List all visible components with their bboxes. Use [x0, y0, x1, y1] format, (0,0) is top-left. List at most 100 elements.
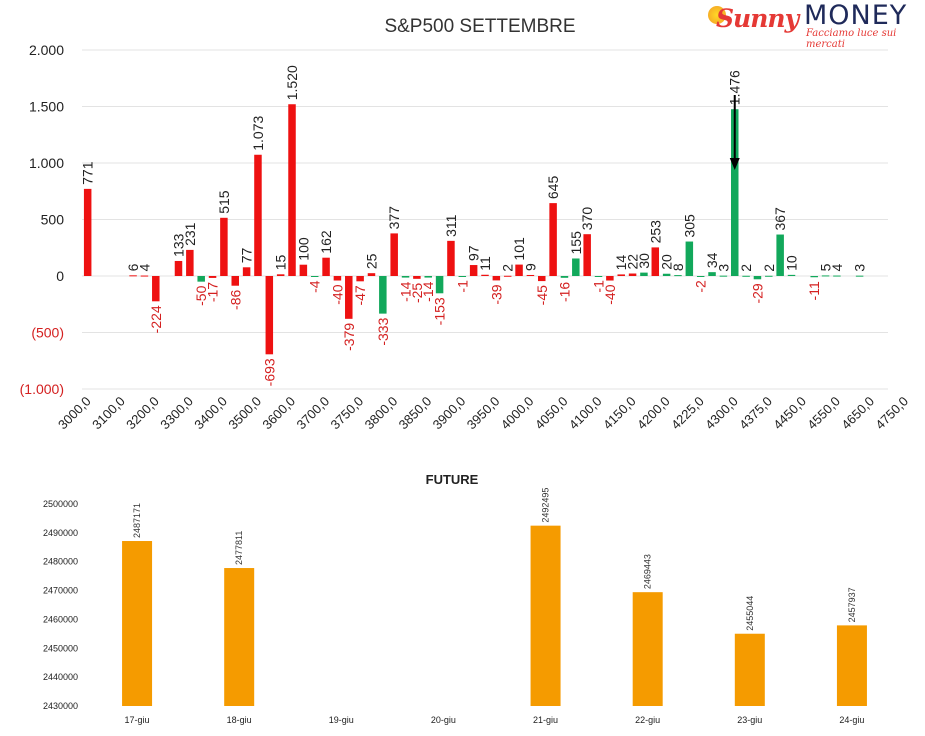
- x-tick-label: 21-giu: [533, 715, 558, 725]
- data-label: 77: [239, 248, 255, 264]
- data-label: -14: [398, 281, 414, 301]
- x-tick-label: 4225,0: [668, 394, 707, 433]
- x-tick-label: 4000,0: [498, 394, 537, 433]
- data-label: 253: [647, 220, 663, 244]
- data-label: 34: [704, 252, 720, 268]
- data-label: -40: [329, 284, 345, 304]
- x-tick-label: 4450,0: [770, 394, 809, 433]
- data-label: -2: [693, 280, 709, 293]
- data-label: 8: [670, 263, 686, 271]
- data-label: 515: [216, 190, 232, 214]
- y-tick-label: 2470000: [43, 586, 78, 596]
- bar: [367, 273, 376, 276]
- data-label: 2: [500, 264, 516, 272]
- x-tick-label: 3950,0: [464, 394, 503, 433]
- y-tick-label: 2.000: [29, 42, 64, 58]
- x-tick-label: 4200,0: [634, 394, 673, 433]
- data-label: 30: [636, 253, 652, 269]
- x-tick-label: 4150,0: [600, 394, 639, 433]
- x-tick-label: 3100,0: [89, 394, 128, 433]
- bar: [810, 276, 818, 278]
- y-tick-label: 2490000: [43, 528, 78, 538]
- data-label: 133: [170, 233, 186, 257]
- data-label: -14: [420, 281, 436, 301]
- data-label: 162: [318, 230, 334, 254]
- x-tick-label: 3750,0: [328, 394, 367, 433]
- data-label: 22: [625, 254, 641, 270]
- bar: [186, 249, 194, 276]
- y-tick-label: 2430000: [43, 701, 78, 711]
- data-label: 2487171: [132, 503, 142, 538]
- x-tick-label: 24-giu: [839, 715, 864, 725]
- data-label: 11: [477, 256, 493, 271]
- bar: [458, 276, 467, 277]
- data-label: 367: [772, 207, 788, 231]
- bar: [628, 273, 637, 276]
- bar: [685, 241, 694, 276]
- bar: [288, 104, 296, 277]
- bar: [83, 188, 92, 276]
- data-label: 9: [522, 263, 538, 271]
- bar: [662, 273, 671, 276]
- x-tick-label: 4750,0: [872, 394, 911, 433]
- data-label: -153: [432, 297, 448, 325]
- bar: [174, 260, 183, 276]
- data-label: -40: [602, 284, 618, 304]
- data-label: 4: [829, 264, 845, 272]
- x-tick-label: 3850,0: [396, 394, 435, 433]
- x-tick-label: 20-giu: [431, 715, 456, 725]
- data-label: 2: [761, 264, 777, 272]
- data-label: 101: [511, 237, 527, 261]
- data-label: 2455044: [745, 596, 755, 631]
- logo-sunny-text: Sunny: [716, 4, 799, 33]
- logo-money-text: MONEY: [804, 0, 908, 31]
- y-tick-label: (500): [31, 325, 64, 341]
- data-label: 5: [818, 263, 834, 271]
- data-label: 100: [295, 237, 311, 261]
- data-label: -379: [341, 323, 357, 351]
- data-label: 311: [443, 214, 459, 237]
- bar: [594, 276, 603, 277]
- data-label: -25: [409, 283, 425, 303]
- data-label: -45: [534, 285, 550, 305]
- y-tick-label: 2500000: [43, 499, 78, 509]
- data-label: 3: [715, 264, 731, 272]
- y-tick-label: 2440000: [43, 672, 78, 682]
- data-label: 305: [681, 214, 697, 238]
- data-label: 20: [659, 254, 675, 270]
- bar: [276, 274, 285, 276]
- data-label: -47: [352, 285, 368, 305]
- bar: [549, 203, 557, 276]
- bar: [503, 275, 512, 277]
- x-tick-label: 3300,0: [157, 394, 196, 433]
- bar: [538, 276, 546, 282]
- data-label: -224: [148, 305, 164, 333]
- data-label: 771: [80, 161, 96, 185]
- bar: [742, 275, 750, 277]
- x-tick-label: 4300,0: [702, 394, 741, 433]
- bar: [606, 276, 614, 281]
- bar: [787, 274, 796, 276]
- x-tick-label: 22-giu: [635, 715, 660, 725]
- bar: [560, 276, 569, 278]
- bar: [492, 276, 501, 281]
- bar: [674, 275, 682, 277]
- data-label: 155: [568, 231, 584, 255]
- x-tick-label: 3700,0: [293, 394, 332, 433]
- data-label: 1.520: [284, 65, 300, 100]
- bar: [299, 264, 308, 276]
- data-label: 25: [363, 253, 379, 269]
- bar: [696, 276, 705, 277]
- data-label: -29: [749, 283, 765, 303]
- y-tick-label: 500: [41, 212, 65, 228]
- sunny-money-logo: Sunny MONEY Facciamo luce sui mercati: [708, 0, 923, 50]
- bar: [413, 276, 421, 279]
- data-label: -333: [375, 317, 391, 345]
- bar: [122, 541, 153, 706]
- x-tick-label: 3900,0: [430, 394, 469, 433]
- x-tick-label: 4375,0: [736, 394, 775, 433]
- data-label: 97: [466, 245, 482, 261]
- data-label: -86: [227, 290, 243, 310]
- data-label: -50: [193, 285, 209, 305]
- y-tick-label: (1.000): [20, 381, 64, 397]
